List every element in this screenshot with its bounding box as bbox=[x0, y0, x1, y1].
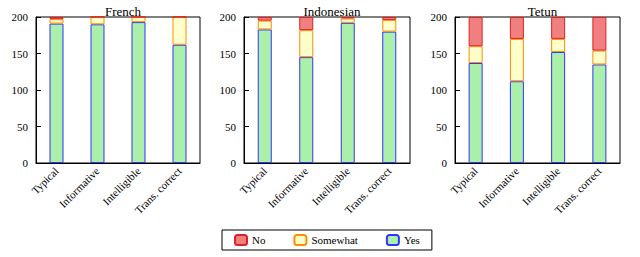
svg-text:Trans. correct: Trans. correct bbox=[132, 165, 183, 216]
svg-text:Trans. correct: Trans. correct bbox=[552, 165, 603, 216]
svg-text:0: 0 bbox=[231, 157, 237, 169]
svg-text:0: 0 bbox=[23, 157, 29, 169]
svg-text:Tetun: Tetun bbox=[528, 4, 558, 19]
svg-text:Somewhat: Somewhat bbox=[311, 234, 357, 246]
svg-text:200: 200 bbox=[220, 11, 237, 23]
svg-text:Intelligible: Intelligible bbox=[100, 165, 143, 208]
svg-text:Typical: Typical bbox=[448, 165, 480, 197]
svg-text:No: No bbox=[252, 234, 266, 246]
svg-text:50: 50 bbox=[436, 121, 448, 133]
svg-text:150: 150 bbox=[12, 48, 29, 60]
svg-text:150: 150 bbox=[431, 48, 448, 60]
svg-text:200: 200 bbox=[12, 11, 29, 23]
svg-text:Typical: Typical bbox=[237, 165, 269, 197]
svg-text:Informative: Informative bbox=[57, 165, 102, 210]
svg-text:Informative: Informative bbox=[476, 165, 521, 210]
svg-text:100: 100 bbox=[12, 84, 29, 96]
svg-text:0: 0 bbox=[442, 157, 448, 169]
svg-text:French: French bbox=[105, 4, 142, 19]
svg-text:Trans. correct: Trans. correct bbox=[342, 165, 393, 216]
svg-text:100: 100 bbox=[220, 84, 237, 96]
svg-text:Intelligible: Intelligible bbox=[309, 165, 352, 208]
svg-text:Intelligible: Intelligible bbox=[520, 165, 563, 208]
svg-text:100: 100 bbox=[431, 84, 448, 96]
svg-text:Typical: Typical bbox=[29, 165, 61, 197]
svg-text:50: 50 bbox=[17, 121, 29, 133]
svg-text:Indonesian: Indonesian bbox=[303, 4, 361, 19]
svg-text:Yes: Yes bbox=[404, 234, 420, 246]
svg-text:Informative: Informative bbox=[265, 165, 310, 210]
svg-text:150: 150 bbox=[220, 48, 237, 60]
svg-text:200: 200 bbox=[431, 11, 448, 23]
svg-text:50: 50 bbox=[225, 121, 237, 133]
